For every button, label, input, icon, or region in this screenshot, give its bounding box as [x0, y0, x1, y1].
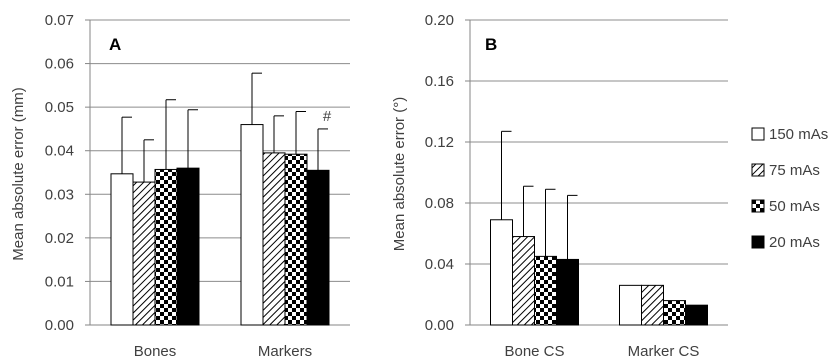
x-category-label: Marker CS — [628, 343, 700, 360]
y-tick-label: 0.07 — [45, 12, 74, 29]
bar — [240, 124, 264, 326]
legend-swatch — [751, 235, 765, 249]
annotation-mark: # — [323, 108, 332, 125]
y-tick-label: 0.01 — [45, 273, 74, 290]
legend-swatch — [751, 127, 765, 141]
panel-label-b: B — [485, 35, 497, 54]
bar — [641, 284, 664, 326]
y-tick-label: 0.03 — [45, 186, 74, 203]
bar — [132, 181, 156, 326]
y-tick-label: 0.00 — [45, 317, 74, 334]
bar — [512, 236, 535, 326]
chart-panel-a: A Mean absolute error (mm) 0.00 0.01 0.02 0… — [10, 12, 350, 360]
bar — [154, 168, 178, 326]
y-axis-title-b: Mean absolute error (°) — [391, 97, 408, 251]
y-tick-label: 0.00 — [425, 317, 454, 334]
bar — [556, 258, 579, 326]
panel-label-a: A — [109, 35, 121, 54]
y-tick-label: 0.16 — [425, 73, 454, 90]
y-tick-label: 0.05 — [45, 99, 74, 116]
bar — [685, 304, 708, 326]
y-tick-label: 0.08 — [425, 195, 454, 212]
bar — [534, 255, 557, 326]
y-tick-label: 0.04 — [425, 256, 454, 273]
legend-swatch — [751, 199, 765, 213]
x-category-label: Bones — [134, 343, 177, 360]
legend-label: 150 mAs — [769, 126, 828, 143]
bar — [619, 284, 642, 326]
legend-label: 75 mAs — [769, 162, 820, 179]
bar — [262, 152, 286, 326]
y-tick-label: 0.20 — [425, 12, 454, 29]
y-tick-label: 0.04 — [45, 143, 74, 160]
bar — [284, 153, 308, 326]
y-axis-title-a: Mean absolute error (mm) — [10, 87, 27, 260]
legend-label: 20 mAs — [769, 234, 820, 251]
y-tick-label: 0.12 — [425, 134, 454, 151]
x-category-label: Markers — [258, 343, 312, 360]
bar — [490, 219, 513, 326]
bar — [110, 173, 134, 326]
legend: 150 mAs 75 mAs 50 mAs 20 mAs — [751, 126, 828, 251]
legend-swatch — [751, 163, 765, 177]
bar — [663, 300, 686, 326]
bar — [176, 167, 200, 326]
legend-label: 50 mAs — [769, 198, 820, 215]
x-category-label: Bone CS — [504, 343, 564, 360]
y-tick-label: 0.02 — [45, 230, 74, 247]
bar — [306, 169, 330, 326]
y-tick-label: 0.06 — [45, 56, 74, 73]
chart-panel-b: B Mean absolute error (°) 0.00 0.04 0.08 0.… — [391, 12, 728, 360]
